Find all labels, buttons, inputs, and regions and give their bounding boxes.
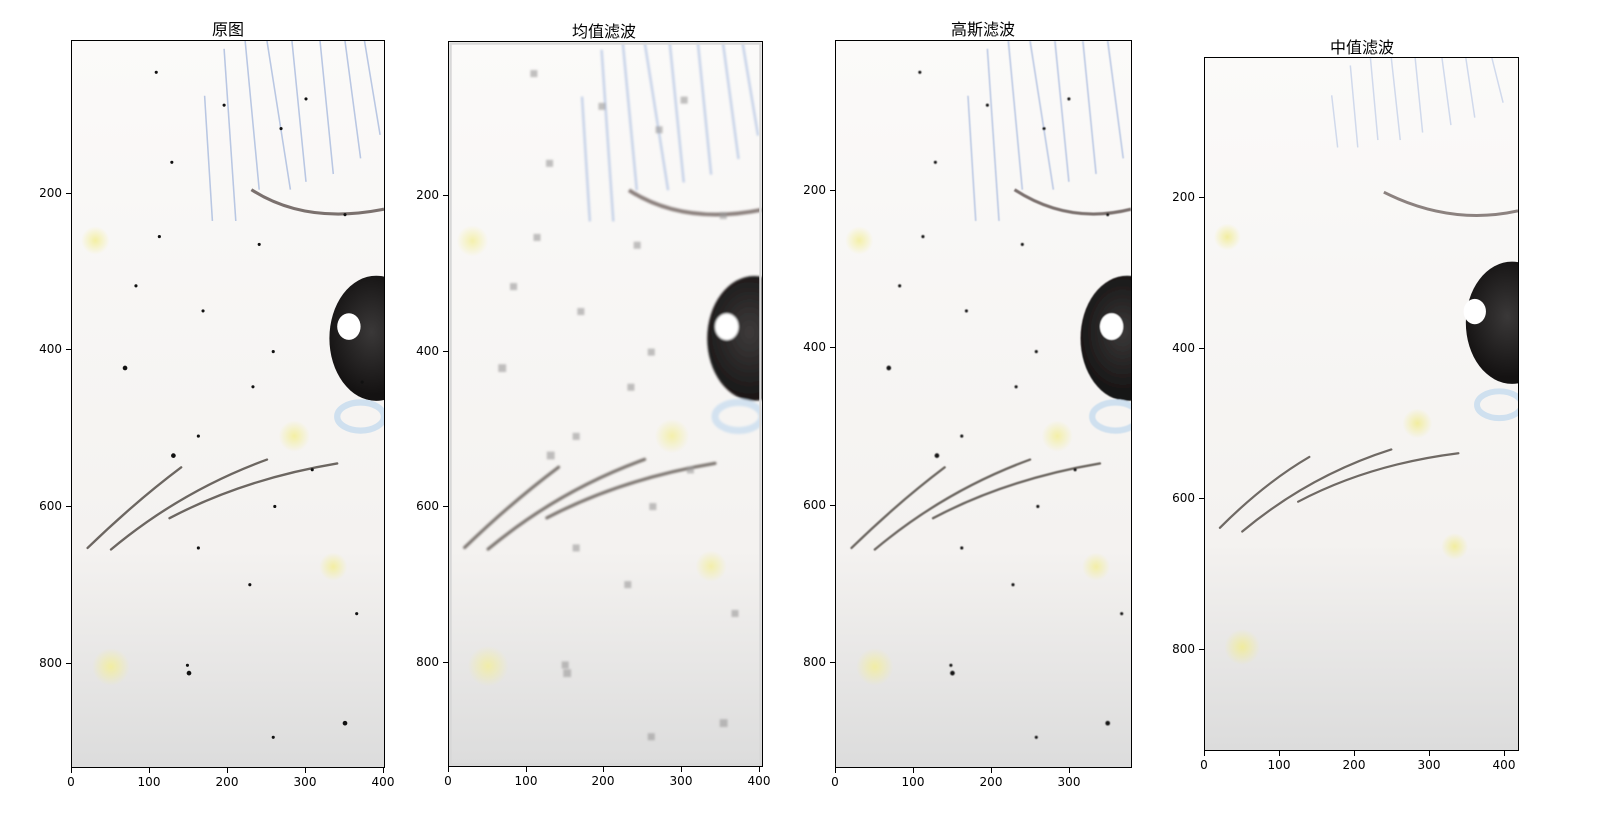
panel-title: 原图 bbox=[211, 20, 245, 39]
y-tick-label: 600 bbox=[39, 499, 62, 513]
x-tick-label: 0 bbox=[444, 774, 452, 788]
y-tick-label: 400 bbox=[803, 340, 826, 354]
panel-title: 中值滤波 bbox=[1329, 38, 1395, 57]
y-tick-label: 200 bbox=[416, 188, 439, 202]
y-tick-label: 800 bbox=[1172, 642, 1195, 656]
x-tick-label: 0 bbox=[67, 775, 75, 789]
x-tick-label: 0 bbox=[831, 775, 839, 789]
x-tick-label: 300 bbox=[1417, 758, 1441, 772]
y-tick-label: 200 bbox=[803, 183, 826, 197]
original-image bbox=[71, 40, 385, 768]
median-filtered-image-drawing bbox=[1205, 58, 1518, 750]
x-tick-label: 200 bbox=[979, 775, 1003, 789]
x-tick-label: 100 bbox=[1267, 758, 1291, 772]
x-tick-label: 300 bbox=[669, 774, 693, 788]
x-tick-label: 300 bbox=[293, 775, 317, 789]
gaussian-filtered-image bbox=[835, 40, 1132, 768]
panel-title: 高斯滤波 bbox=[950, 20, 1016, 39]
median-filtered-image bbox=[1204, 57, 1519, 751]
mean-filtered-image-drawing bbox=[449, 42, 762, 766]
y-tick-label: 400 bbox=[39, 342, 62, 356]
y-tick-label: 800 bbox=[39, 656, 62, 670]
x-tick-label: 100 bbox=[901, 775, 925, 789]
x-tick-label: 100 bbox=[137, 775, 161, 789]
x-tick-label: 200 bbox=[215, 775, 239, 789]
y-tick-label: 600 bbox=[1172, 491, 1195, 505]
y-tick-label: 400 bbox=[416, 344, 439, 358]
gaussian-filtered-image-drawing bbox=[836, 41, 1131, 767]
y-tick-label: 400 bbox=[1172, 341, 1195, 355]
original-image-drawing bbox=[72, 41, 384, 767]
y-tick-label: 800 bbox=[416, 655, 439, 669]
panel-original: 原图 bbox=[0, 0, 400, 835]
panel-title: 均值滤波 bbox=[571, 22, 637, 41]
x-tick-label: 100 bbox=[514, 774, 538, 788]
y-tick-label: 200 bbox=[1172, 190, 1195, 204]
y-tick-label: 800 bbox=[803, 655, 826, 669]
mean-filtered-image bbox=[448, 41, 763, 767]
x-tick-label: 200 bbox=[591, 774, 615, 788]
x-tick-label: 300 bbox=[1057, 775, 1081, 789]
x-tick-label: 400 bbox=[1492, 758, 1516, 772]
x-tick-label: 0 bbox=[1200, 758, 1208, 772]
x-tick-label: 400 bbox=[747, 774, 771, 788]
y-tick-label: 600 bbox=[416, 499, 439, 513]
panel-gaussian-filter: 高斯滤波 bbox=[803, 20, 1132, 789]
y-tick-label: 600 bbox=[803, 498, 826, 512]
y-tick-label: 200 bbox=[39, 186, 62, 200]
x-tick-label: 400 bbox=[371, 775, 395, 789]
panel-mean-filter: 均值滤波 bbox=[0, 0, 800, 835]
x-tick-label: 200 bbox=[1342, 758, 1366, 772]
